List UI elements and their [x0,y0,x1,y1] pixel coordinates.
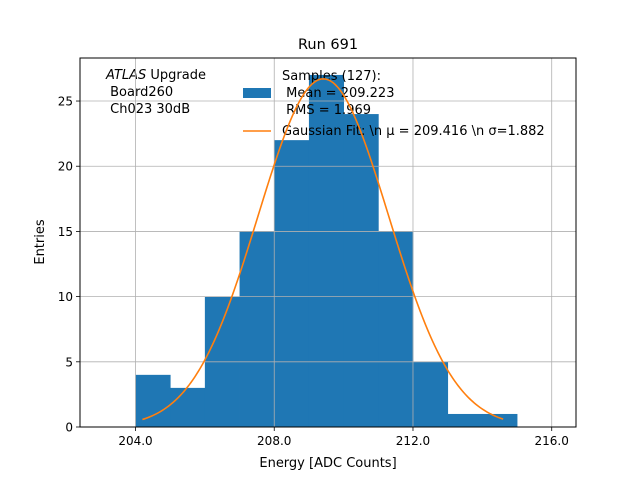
legend: Samples (127): Mean = 209.223 RMS = 1.96… [243,69,545,139]
x-tick-label: 216.0 [535,434,569,448]
plot-frame [79,57,577,428]
fit-curve-path [142,78,504,421]
x-tick-label: 212.0 [396,434,430,448]
legend-histogram-line2: Mean = 209.223 [282,86,394,101]
histogram-bar [308,74,345,427]
histogram-bar [239,231,275,427]
y-tick-label: 0 [65,421,73,435]
histogram-bar [170,387,206,427]
legend-histogram-line1: Samples (127): [282,69,381,84]
annotation-atlas: ATLAS [105,68,146,83]
atlas-annotation: ATLAS Upgrade Board260 Ch023 30dB [105,68,206,117]
annotation-channel: Ch023 30dB [106,102,190,117]
annotation-board: Board260 [106,85,173,100]
y-tick-label: 20 [58,160,73,174]
histogram-bar [412,361,449,427]
y-tick-label: 25 [58,95,73,109]
y-tick-label: 15 [58,225,73,239]
y-axis-label: Entries [33,219,48,265]
histogram-bars [135,74,518,427]
histogram-bar [482,413,518,427]
histogram-bar [274,140,310,427]
x-tick-label: 204.0 [118,434,152,448]
chart-title: Run 691 [298,37,358,53]
y-tick-label: 10 [58,290,73,304]
x-axis-label: Energy [ADC Counts] [259,456,396,471]
histogram-bar [135,374,171,427]
x-axis-ticks: 204.0 208.0 212.0 216.0 [118,427,569,448]
histogram-bar [343,114,379,427]
x-tick-label: 208.0 [257,434,291,448]
y-tick-label: 5 [65,355,73,369]
annotation-upgrade: Upgrade [146,68,206,83]
histogram-bar [378,231,414,427]
gaussian-fit-curve [142,78,504,421]
legend-histogram-line3: RMS = 1.969 [282,103,371,118]
y-axis-ticks: 0 5 10 15 20 25 [58,95,80,435]
svg-text:ATLAS Upgrade: ATLAS Upgrade [105,68,206,83]
legend-histogram-swatch [243,88,271,98]
histogram-bar [447,413,483,427]
